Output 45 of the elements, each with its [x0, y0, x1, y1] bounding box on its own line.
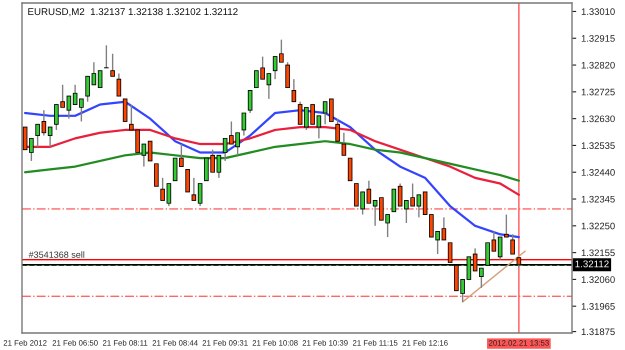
candlestick — [354, 183, 359, 206]
candlestick — [348, 158, 352, 182]
candlestick — [242, 112, 246, 136]
y-tick-label: 1.31875 — [582, 328, 615, 336]
candlestick — [285, 62, 290, 88]
candlestick — [385, 214, 390, 238]
candlestick — [148, 140, 152, 162]
y-tick-label: 1.32155 — [582, 249, 615, 256]
y-tick-label: 1.32725 — [582, 88, 615, 96]
candlestick — [129, 104, 134, 131]
candlestick — [54, 104, 59, 131]
candlestick — [292, 78, 296, 102]
candlestick — [104, 44, 109, 69]
candlestick — [185, 168, 190, 192]
y-tick-label: 1.32915 — [582, 35, 615, 42]
candlestick — [48, 126, 52, 148]
y-tick-label: 1.32820 — [582, 62, 615, 69]
chart-title: EURUSD,M2 1.32137 1.32138 1.32102 1.32112 — [28, 8, 238, 16]
candlestick — [110, 53, 115, 78]
candlestick — [392, 188, 396, 212]
candlestick — [342, 132, 346, 156]
candlestick — [235, 132, 240, 156]
candlestick — [116, 72, 122, 97]
candlestick — [154, 163, 159, 187]
ref-line-label: 1.32112 — [575, 260, 609, 268]
candlestick — [248, 90, 252, 114]
candlestick — [122, 98, 128, 122]
line-series — [24, 140, 520, 182]
y-tick-label: 1.32345 — [582, 196, 615, 203]
candlestick — [204, 158, 209, 182]
candlestick — [254, 70, 259, 88]
y-tick-label: 1.32535 — [582, 142, 615, 149]
y-tick-label: 1.32630 — [582, 115, 615, 122]
y-tick-label: 1.32440 — [582, 169, 615, 176]
y-tick-label: 1.32250 — [582, 222, 615, 230]
ref-line-label: #3541368 sell — [28, 251, 84, 258]
candlestick — [98, 70, 102, 88]
y-tick-label: 1.31965 — [582, 303, 615, 310]
line-series — [24, 100, 520, 238]
candlestick — [198, 182, 202, 207]
candlestick — [510, 234, 515, 255]
candlestick — [192, 177, 196, 202]
y-tick-label: 1.33010 — [582, 8, 615, 15]
y-tick-label: 1.32060 — [582, 276, 615, 283]
candlestick — [335, 118, 340, 142]
